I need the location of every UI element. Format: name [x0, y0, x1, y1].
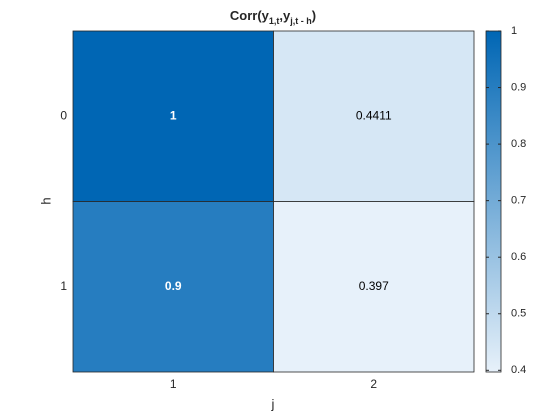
- colorbar-tick-label: 0.9: [511, 81, 526, 93]
- y-tick-label: 0: [60, 108, 67, 122]
- colorbar-tick-label: 1: [511, 25, 517, 37]
- cell-label: 0.4411: [356, 108, 392, 122]
- title-text: ,y: [279, 8, 291, 23]
- cell-label: 1: [170, 108, 177, 122]
- colorbar-tick-label: 0.4: [511, 364, 526, 376]
- colorbar-tick-label: 0.5: [511, 308, 526, 320]
- x-axis-label: j: [271, 396, 275, 411]
- title-text: Corr(y: [230, 8, 270, 23]
- x-tick-label: 2: [370, 377, 377, 391]
- x-tick-label: 1: [170, 377, 177, 391]
- heatmap-cell: [273, 30, 475, 202]
- colorbar: [485, 30, 502, 373]
- y-axis-label: h: [38, 197, 53, 204]
- heatmap-cell: [72, 30, 274, 202]
- cell-label: 0.397: [359, 279, 389, 293]
- title-text: ): [312, 8, 316, 23]
- title-subscript: j,t - h: [289, 16, 312, 26]
- colorbar-tick-label: 0.8: [511, 138, 526, 150]
- colorbar-tick-label: 0.7: [511, 195, 526, 207]
- colorbar-tick-label: 0.6: [511, 251, 526, 263]
- y-tick-label: 1: [60, 279, 67, 293]
- title-subscript: 1,t: [269, 16, 280, 26]
- heatmap-cell: [273, 201, 475, 373]
- chart-title: Corr(y1,t,yj,t - h): [230, 8, 316, 26]
- cell-label: 0.9: [165, 279, 182, 293]
